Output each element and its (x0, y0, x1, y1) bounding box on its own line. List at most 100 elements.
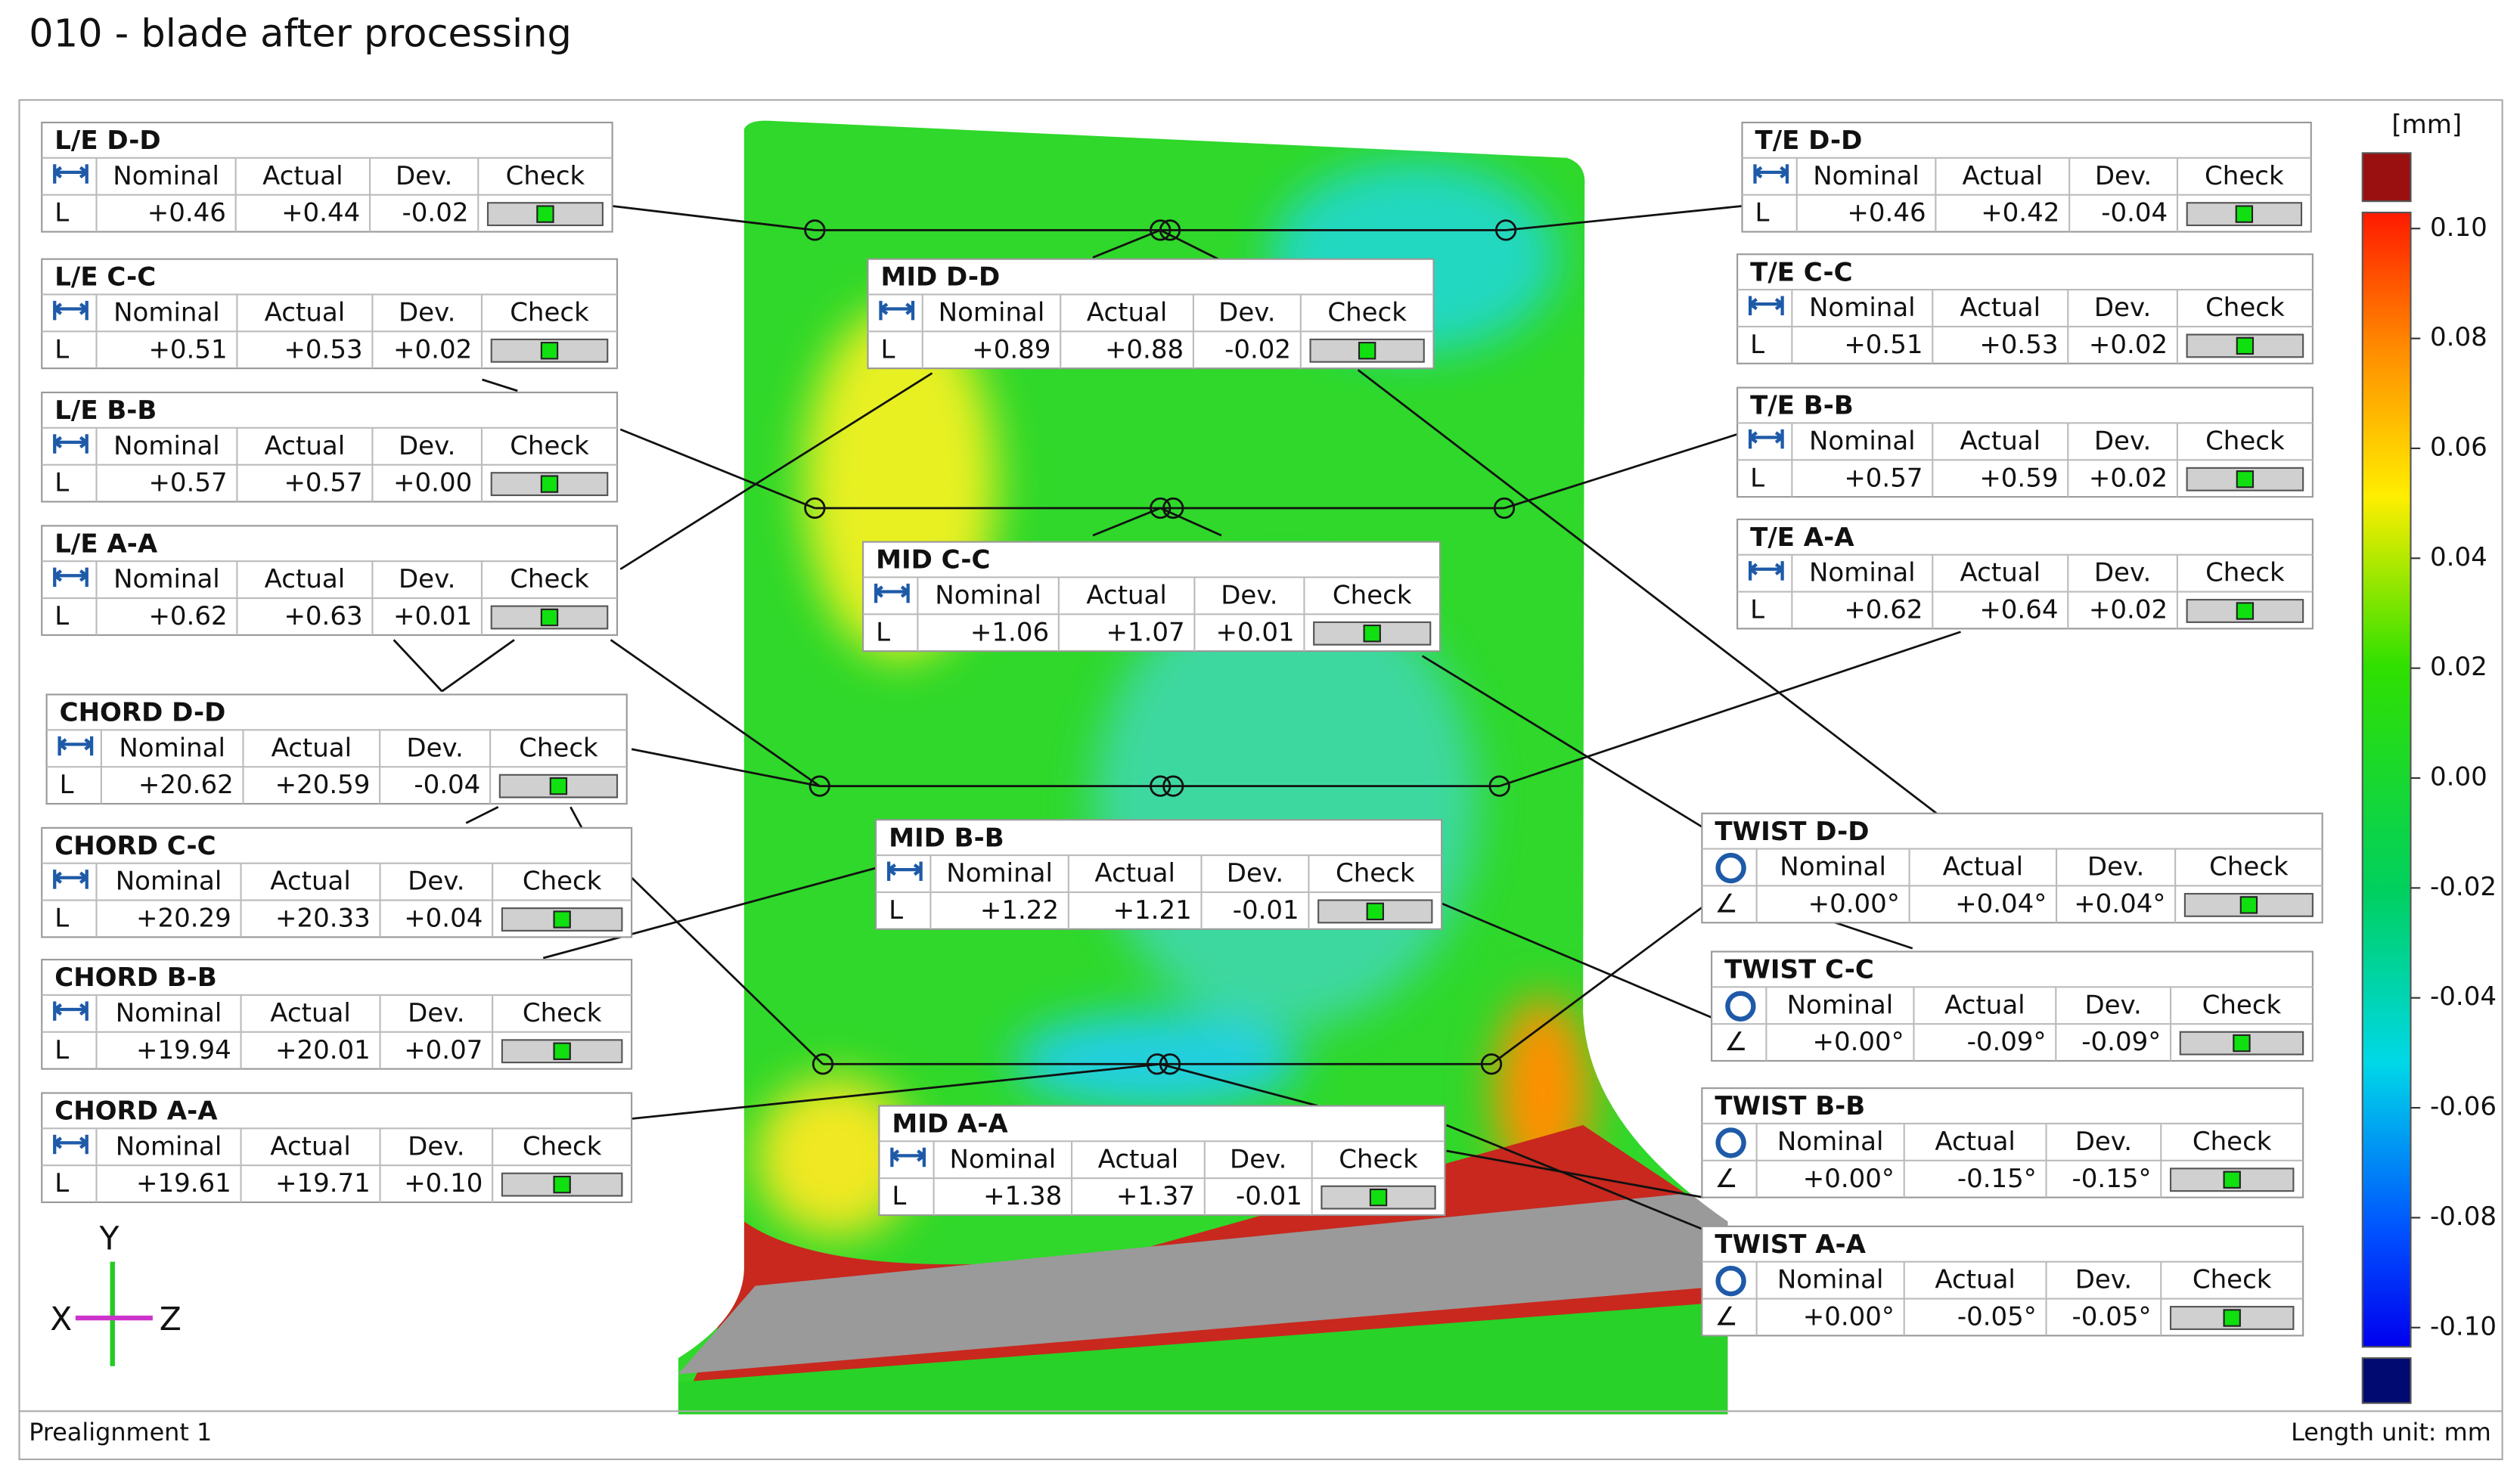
cell-value: +0.57 (148, 468, 227, 498)
column-header: Dev. (1230, 1144, 1286, 1174)
column-header: Actual (1935, 1265, 2016, 1295)
column-header: Actual (1960, 426, 2041, 456)
length-icon (53, 300, 88, 321)
probe-point (1162, 497, 1184, 519)
cell-value: +20.33 (275, 904, 371, 934)
label-table: CHORD D-D Nominal Actual Dev. Check L +20.62 +2… (45, 693, 628, 805)
column-header: Nominal (935, 580, 1041, 610)
table-title: TWIST C-C (1724, 955, 1874, 985)
cell-value: -0.02 (1224, 334, 1291, 364)
column-header: Nominal (113, 564, 220, 594)
check-ok (1363, 625, 1381, 643)
table-title: L/E B-B (54, 395, 157, 426)
label-table: L/E C-C Nominal Actual Dev. Check L +0.51 +0.53… (41, 258, 619, 370)
table-title: L/E A-A (54, 529, 158, 559)
column-header: Nominal (113, 431, 220, 461)
row-symbol: ∠ (1715, 1302, 1737, 1332)
twist-icon (1715, 1265, 1746, 1297)
table-title: T/E B-B (1750, 391, 1854, 421)
column-header: Nominal (116, 998, 222, 1028)
cell-value: +19.61 (136, 1168, 231, 1198)
probe-point (1159, 1053, 1181, 1075)
length-icon (874, 583, 910, 603)
length-icon (53, 567, 88, 588)
cell-value: +0.42 (1981, 198, 2059, 228)
scale-tick-label: 0.06 (2430, 432, 2487, 462)
length-icon (53, 434, 88, 454)
row-symbol: L (60, 770, 74, 800)
column-header: Actual (1962, 161, 2043, 191)
cell-value: +1.22 (980, 895, 1059, 926)
check-ok (540, 608, 559, 627)
column-header: Dev. (1221, 580, 1277, 610)
label-table: MID A-A Nominal Actual Dev. Check L +1.38 +1.37… (878, 1105, 1446, 1217)
row-symbol: ∠ (1715, 1164, 1737, 1194)
column-header: Dev. (408, 998, 464, 1028)
column-header: Actual (1943, 852, 2024, 882)
tables: L/E D-D Nominal Actual Dev. Check L +0.46 +0.44… (41, 121, 2323, 1337)
column-header: Check (2205, 161, 2284, 191)
row-symbol: L (54, 904, 69, 934)
scale-tick-label: -0.04 (2430, 981, 2497, 1012)
length-icon (57, 736, 94, 756)
scale-tick-label: -0.08 (2430, 1201, 2497, 1232)
check-ok (540, 342, 559, 360)
probe-point (1493, 497, 1516, 519)
column-header: Dev. (399, 564, 455, 594)
label-table: T/E B-B Nominal Actual Dev. Check L +0.57 +0.59… (1736, 386, 2314, 498)
leader-line (1445, 1124, 1705, 1231)
check-ok (2235, 205, 2254, 223)
length-icon (1749, 561, 1784, 581)
check-ok (2223, 1170, 2241, 1189)
table-title: MID C-C (876, 545, 990, 575)
row-symbol: L (881, 334, 895, 364)
probe-point (804, 497, 826, 519)
table-title: T/E D-D (1755, 126, 1863, 156)
table-title: MID A-A (892, 1109, 1008, 1139)
row-symbol: L (54, 1168, 69, 1198)
cell-value: +0.57 (1844, 463, 1923, 493)
probe-point (1150, 497, 1172, 519)
label-table: T/E C-C Nominal Actual Dev. Check L +0.51 +0.53… (1736, 253, 2314, 364)
column-header: Check (2205, 558, 2285, 588)
cell-value: +0.02 (393, 334, 472, 364)
check-ok (2233, 1034, 2251, 1053)
column-header: Nominal (1787, 990, 1894, 1020)
label-table: T/E A-A Nominal Actual Dev. Check L +0.62 +0.64… (1736, 518, 2314, 630)
cell-value: +1.37 (1116, 1181, 1195, 1211)
cell-value: -0.09° (1967, 1027, 2047, 1057)
leader-line (1092, 229, 1161, 259)
column-header: Actual (262, 161, 343, 191)
cell-value: +0.00° (1803, 1164, 1895, 1194)
label-table: L/E B-B Nominal Actual Dev. Check L +0.57 +0.57… (41, 391, 619, 503)
cell-value: +0.46 (1847, 198, 1926, 228)
probe-point (1150, 775, 1172, 797)
label-table: MID C-C Nominal Actual Dev. Check L +1.06 +1.07… (862, 541, 1442, 653)
cell-value: +0.62 (1844, 595, 1923, 625)
label-table: TWIST A-A Nominal Actual Dev. Check ∠ +0.00° -0… (1701, 1225, 2304, 1337)
cell-value: +0.01 (1215, 617, 1294, 647)
column-header: Check (2209, 852, 2289, 882)
cell-value: +0.04 (404, 904, 483, 934)
check-ok (553, 1042, 571, 1060)
cell-value: +0.63 (284, 601, 362, 631)
table-title: TWIST B-B (1715, 1091, 1865, 1121)
row-symbol: L (1750, 463, 1764, 493)
above-box (2361, 152, 2412, 203)
cell-value: +0.00 (393, 468, 472, 498)
cell-value: +1.21 (1113, 895, 1192, 926)
axis-x-label: X (50, 1301, 72, 1338)
column-header: Nominal (1777, 1265, 1884, 1295)
column-header: Actual (270, 867, 351, 897)
cell-value: +0.46 (147, 198, 226, 228)
leader-line (631, 1062, 1161, 1120)
check-ok (1369, 1188, 1388, 1207)
row-symbol: L (54, 198, 69, 228)
cell-value: -0.15° (1957, 1164, 2037, 1194)
leader-line (1159, 507, 1222, 537)
cell-value: +0.89 (972, 334, 1051, 364)
axis-y-label: Y (99, 1221, 120, 1258)
check-ok (1366, 902, 1384, 921)
cell-value: +0.53 (1979, 330, 2058, 360)
column-header: Actual (1935, 1127, 2016, 1157)
